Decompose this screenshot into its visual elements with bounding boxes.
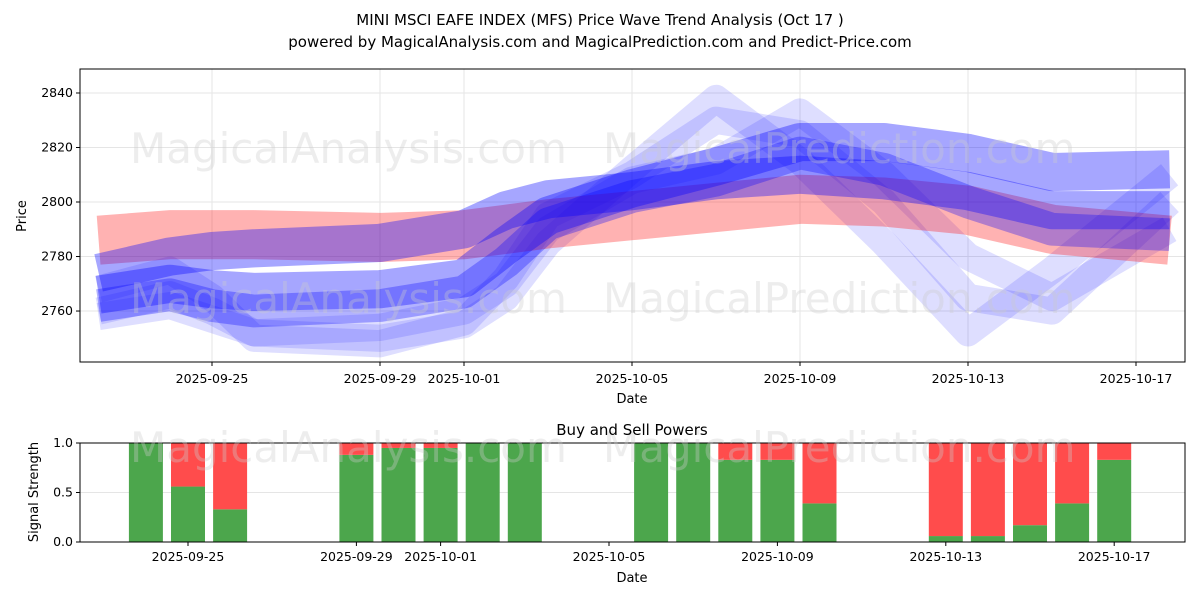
x-tick-label: 2025-09-29 [344, 371, 417, 386]
buy-bar [760, 459, 795, 542]
sell-bar [928, 443, 963, 537]
sell-bar [171, 443, 205, 487]
buy-bar [507, 443, 542, 542]
x-tick-label: 2025-10-09 [764, 371, 837, 386]
y-tick-label: 1.0 [53, 435, 73, 450]
x-tick-label: 2025-10-13 [909, 549, 982, 564]
y-tick-label: 2780 [41, 249, 73, 264]
x-tick-label: 2025-10-09 [741, 549, 814, 564]
y-tick-label: 2800 [41, 194, 73, 209]
watermark: MagicalPrediction.com [603, 124, 1076, 173]
x-tick-label: 2025-10-17 [1078, 549, 1151, 564]
buy-bar [1055, 503, 1090, 542]
buy-bar [718, 459, 753, 542]
watermark: MagicalAnalysis.com [130, 423, 567, 472]
x-tick-label: 2025-10-05 [573, 549, 646, 564]
bottom-y-label: Signal Strength [27, 442, 42, 542]
buy-bar [1097, 459, 1132, 542]
watermark: MagicalAnalysis.com [130, 274, 567, 323]
watermark: MagicalPrediction.com [603, 274, 1076, 323]
x-tick-label: 2025-10-05 [596, 371, 669, 386]
x-tick-label: 2025-10-01 [428, 371, 501, 386]
chart-title: MINI MSCI EAFE INDEX (MFS) Price Wave Tr… [356, 11, 844, 29]
sell-bar [423, 443, 458, 448]
sell-bar [970, 443, 1005, 537]
sell-bar [802, 443, 837, 504]
sell-bar [1013, 443, 1047, 526]
watermark: MagicalAnalysis.com [130, 124, 567, 173]
sell-bar [760, 443, 795, 460]
chart-subtitle: powered by MagicalAnalysis.com and Magic… [288, 33, 912, 51]
buy-bar [128, 443, 163, 542]
buy-bar [802, 503, 837, 542]
wave-blue-b [95, 122, 1171, 314]
wave-blue-a [94, 155, 1170, 292]
wave-bands [94, 84, 1179, 358]
top-y-label: Price [15, 200, 30, 232]
sell-bar [1055, 443, 1090, 504]
buy-bar [213, 509, 248, 542]
x-tick-label: 2025-09-29 [320, 549, 393, 564]
buy-bar [423, 447, 458, 542]
buy-bar [676, 443, 711, 542]
x-tick-label: 2025-10-17 [1100, 371, 1173, 386]
buy-bar [381, 447, 416, 542]
top-axes-frame [79, 68, 1186, 363]
sell-bar [381, 443, 416, 448]
y-tick-label: 0.0 [53, 534, 73, 549]
y-tick-label: 2760 [41, 303, 73, 318]
y-tick-label: 2820 [41, 139, 73, 154]
wave-light-1 [95, 84, 1179, 352]
buy-bar [171, 486, 205, 542]
wave-light-3 [96, 98, 1177, 347]
sell-bar [718, 443, 753, 460]
sell-bar [213, 443, 248, 510]
sell-bar [1097, 443, 1132, 460]
x-tick-label: 2025-09-25 [176, 371, 249, 386]
x-tick-label: 2025-10-13 [932, 371, 1005, 386]
wave-blue-c [96, 136, 1171, 328]
buy-bar [928, 536, 963, 542]
x-tick-label: 2025-09-25 [152, 549, 225, 564]
bottom-x-label: Date [616, 571, 647, 586]
top-x-label: Date [616, 392, 647, 407]
buy-bar [970, 536, 1005, 542]
x-tick-label: 2025-10-01 [404, 549, 477, 564]
buy-bar [634, 443, 669, 542]
wave-red [96, 174, 1172, 265]
sell-bar [339, 443, 374, 455]
y-tick-label: 0.5 [53, 485, 73, 500]
buy-bar [465, 443, 500, 542]
buy-bar [339, 454, 374, 542]
bottom-axes-frame [79, 442, 1186, 543]
watermark: MagicalPrediction.com [603, 423, 1076, 472]
bottom-chart-title: Buy and Sell Powers [556, 421, 708, 439]
y-tick-label: 2840 [41, 85, 73, 100]
wave-light-2 [95, 106, 1179, 358]
buy-bar [1013, 525, 1047, 542]
